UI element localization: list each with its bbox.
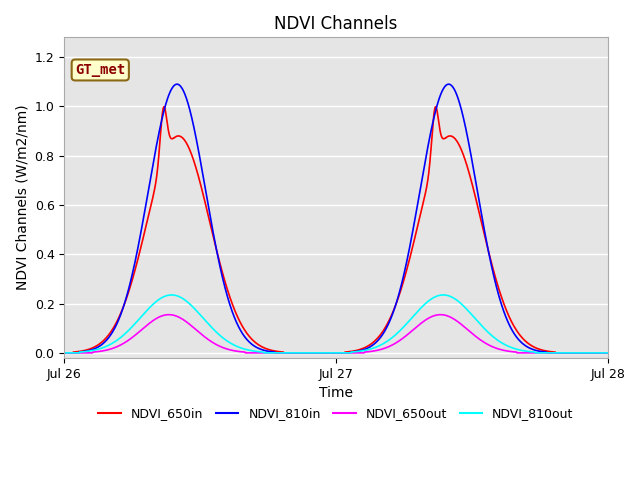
NDVI_650in bbox=[387, 315, 394, 321]
NDVI_650out bbox=[159, 312, 167, 318]
Y-axis label: NDVI Channels (W/m2/nm): NDVI Channels (W/m2/nm) bbox=[15, 105, 29, 290]
NDVI_810out bbox=[604, 350, 611, 356]
NDVI_650out bbox=[60, 350, 68, 356]
NDVI_650in bbox=[466, 172, 474, 178]
NDVI_810out bbox=[508, 345, 515, 350]
NDVI_650in bbox=[160, 104, 168, 109]
NDVI_810in bbox=[387, 317, 394, 323]
NDVI_650out bbox=[508, 348, 515, 354]
NDVI_810in bbox=[508, 325, 515, 331]
NDVI_650out bbox=[387, 343, 394, 349]
NDVI_810out bbox=[440, 292, 447, 298]
NDVI_810in bbox=[60, 350, 68, 356]
NDVI_650out bbox=[413, 323, 421, 329]
Title: NDVI Channels: NDVI Channels bbox=[274, 15, 397, 33]
Line: NDVI_650out: NDVI_650out bbox=[64, 315, 607, 353]
NDVI_810in bbox=[604, 350, 611, 356]
Legend: NDVI_650in, NDVI_810in, NDVI_650out, NDVI_810out: NDVI_650in, NDVI_810in, NDVI_650out, NDV… bbox=[93, 403, 579, 425]
Text: GT_met: GT_met bbox=[75, 63, 125, 77]
NDVI_650in bbox=[268, 348, 276, 353]
NDVI_650in bbox=[159, 107, 167, 112]
Line: NDVI_650in: NDVI_650in bbox=[64, 107, 607, 353]
NDVI_650out bbox=[604, 350, 611, 356]
NDVI_810out bbox=[387, 336, 394, 342]
NDVI_810out bbox=[413, 309, 421, 314]
NDVI_650in bbox=[604, 350, 611, 356]
NDVI_810out bbox=[268, 350, 276, 356]
NDVI_810in bbox=[159, 112, 167, 118]
NDVI_650out bbox=[436, 312, 444, 318]
NDVI_810out bbox=[466, 310, 474, 315]
NDVI_650out bbox=[268, 350, 276, 356]
NDVI_650in bbox=[414, 223, 422, 228]
NDVI_650in bbox=[60, 350, 68, 356]
NDVI_810out bbox=[60, 350, 68, 356]
NDVI_810in bbox=[268, 349, 276, 355]
NDVI_810in bbox=[413, 202, 421, 207]
Line: NDVI_810out: NDVI_810out bbox=[64, 295, 607, 353]
NDVI_810out bbox=[159, 294, 167, 300]
NDVI_810in bbox=[445, 81, 452, 87]
NDVI_810in bbox=[466, 145, 474, 151]
NDVI_650in bbox=[508, 318, 515, 324]
X-axis label: Time: Time bbox=[319, 386, 353, 400]
Line: NDVI_810in: NDVI_810in bbox=[64, 84, 607, 353]
NDVI_650out bbox=[466, 329, 474, 335]
